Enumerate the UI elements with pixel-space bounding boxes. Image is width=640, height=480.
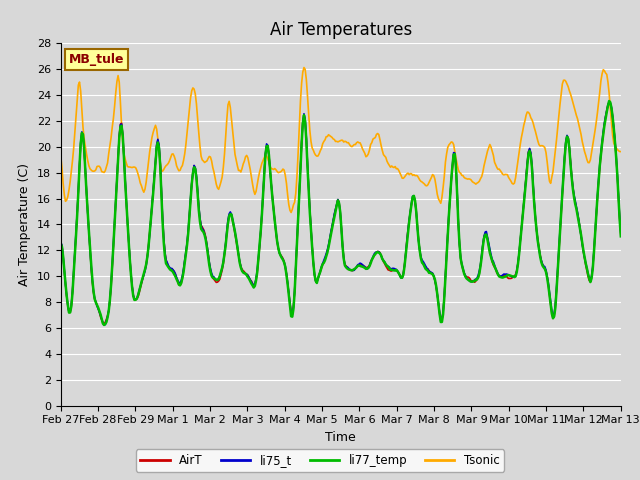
Tsonic [399, 175, 407, 181]
Line: AirT: AirT [61, 102, 621, 324]
li77_temp [566, 161, 574, 167]
li75_t [232, 236, 240, 241]
li77_temp [232, 236, 240, 242]
li77_temp [100, 322, 108, 328]
li77_temp [605, 98, 613, 104]
li77_temp [371, 251, 379, 257]
AirT [232, 238, 240, 244]
AirT [566, 159, 574, 165]
Line: li77_temp: li77_temp [61, 101, 621, 325]
li77_temp [470, 278, 477, 284]
AirT [398, 275, 406, 280]
AirT [605, 99, 613, 105]
li77_temp [398, 275, 406, 281]
Tsonic [300, 65, 308, 71]
Tsonic [471, 180, 479, 186]
li75_t [294, 216, 302, 222]
Text: MB_tule: MB_tule [69, 53, 125, 66]
AirT [57, 240, 65, 246]
li75_t [398, 275, 406, 281]
AirT [371, 251, 379, 256]
li75_t [371, 250, 379, 255]
Tsonic [617, 149, 625, 155]
Tsonic [294, 150, 302, 156]
li75_t [617, 230, 625, 236]
Tsonic [372, 132, 380, 137]
li75_t [57, 239, 65, 245]
Line: li75_t: li75_t [61, 102, 621, 325]
li75_t [605, 99, 613, 105]
X-axis label: Time: Time [325, 431, 356, 444]
li75_t [470, 278, 477, 284]
Tsonic [231, 151, 239, 157]
li77_temp [294, 216, 302, 222]
Tsonic [57, 153, 65, 159]
Y-axis label: Air Temperature (C): Air Temperature (C) [19, 163, 31, 286]
Tsonic [568, 95, 575, 101]
li75_t [100, 322, 108, 328]
Tsonic [287, 210, 295, 216]
li77_temp [617, 233, 625, 239]
AirT [617, 232, 625, 238]
AirT [470, 278, 477, 284]
Title: Air Temperatures: Air Temperatures [269, 21, 412, 39]
AirT [100, 321, 108, 326]
li75_t [566, 160, 574, 166]
Line: Tsonic: Tsonic [61, 68, 621, 213]
Legend: AirT, li75_t, li77_temp, Tsonic: AirT, li75_t, li77_temp, Tsonic [136, 449, 504, 472]
li77_temp [57, 241, 65, 247]
AirT [294, 216, 302, 222]
